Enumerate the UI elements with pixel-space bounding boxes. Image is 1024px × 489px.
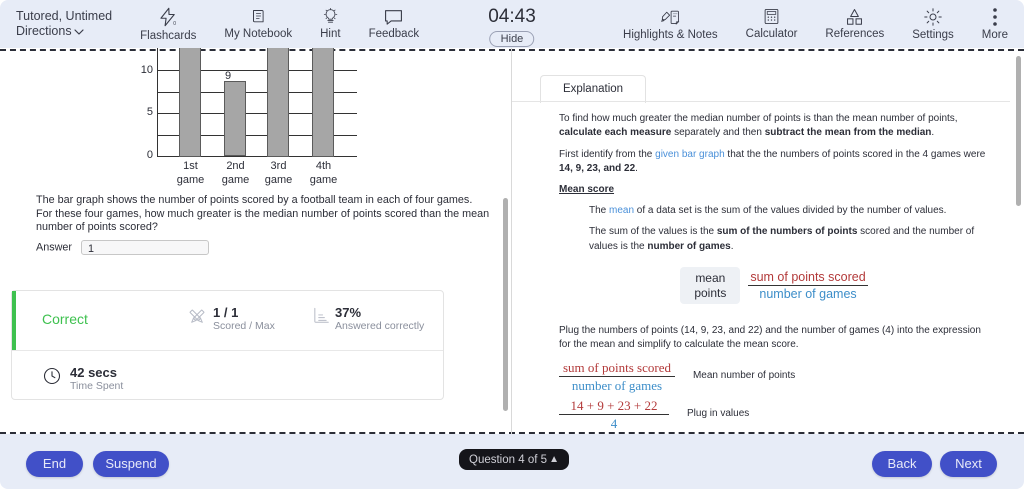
- svg-text:0: 0: [174, 20, 177, 26]
